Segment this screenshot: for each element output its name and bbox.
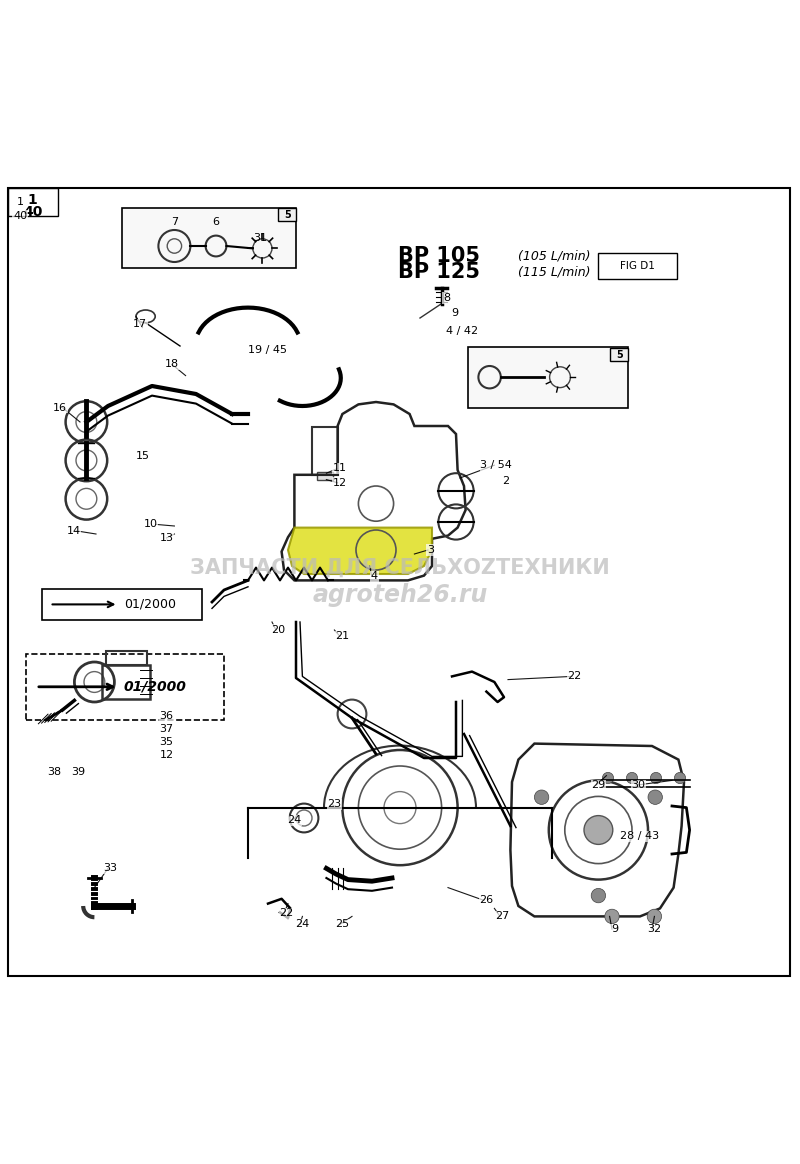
Text: 13: 13 [159, 533, 174, 542]
Bar [278, 207, 296, 221]
Text: 9: 9 [451, 308, 458, 318]
Text: 40: 40 [13, 211, 27, 221]
Text: 21: 21 [335, 631, 350, 641]
Text: 36: 36 [159, 711, 174, 722]
Text: 22: 22 [567, 672, 582, 681]
Bar [312, 427, 338, 475]
Text: 4: 4 [371, 572, 378, 581]
Text: 4 / 42: 4 / 42 [446, 326, 478, 335]
Bar [102, 665, 150, 698]
Text: 24: 24 [295, 920, 310, 929]
Bar [122, 208, 296, 268]
Circle shape [534, 790, 549, 804]
Circle shape [605, 909, 619, 923]
Text: 6: 6 [213, 217, 219, 227]
Text: BP 125: BP 125 [398, 262, 480, 283]
Text: 16: 16 [53, 403, 67, 412]
Text: 31: 31 [253, 233, 267, 243]
Text: 19 / 45: 19 / 45 [249, 345, 287, 355]
Circle shape [648, 790, 662, 804]
Text: 5: 5 [616, 350, 622, 360]
Text: 37: 37 [159, 724, 174, 734]
Text: 26: 26 [479, 895, 494, 906]
Circle shape [650, 773, 662, 783]
Text: 20: 20 [271, 625, 286, 636]
Text: 7: 7 [171, 217, 178, 227]
Text: 9: 9 [611, 924, 618, 935]
Text: 18: 18 [165, 360, 179, 369]
Circle shape [584, 816, 613, 844]
Circle shape [626, 773, 638, 783]
Text: (105 L/min): (105 L/min) [518, 250, 591, 263]
Text: 39: 39 [71, 767, 86, 778]
Text: 17: 17 [133, 319, 147, 329]
Circle shape [647, 909, 662, 923]
Text: 5: 5 [284, 210, 290, 220]
Text: 25: 25 [335, 920, 350, 929]
Bar [8, 189, 58, 215]
Text: FIG D1: FIG D1 [620, 261, 655, 271]
Text: 32: 32 [647, 924, 662, 935]
Text: 12: 12 [159, 750, 174, 760]
Bar [468, 347, 628, 407]
Bar [317, 471, 333, 480]
Text: 27: 27 [495, 911, 510, 922]
Text: 01/2000: 01/2000 [124, 598, 176, 611]
Text: (115 L/min): (115 L/min) [518, 265, 591, 279]
Text: 28 / 43: 28 / 43 [621, 831, 659, 842]
Text: 2: 2 [502, 476, 509, 487]
Text: BP 105: BP 105 [398, 247, 480, 267]
Text: 1: 1 [17, 197, 23, 207]
Text: agroteh26.ru: agroteh26.ru [312, 583, 488, 606]
Bar [26, 654, 224, 719]
Text: 23: 23 [327, 800, 342, 809]
Text: ЗАПЧАСТИ ДЛЯ СЕЛЬХОΖТЕХНИКИ: ЗАПЧАСТИ ДЛЯ СЕЛЬХОΖТЕХНИКИ [190, 558, 610, 577]
Text: 10: 10 [143, 519, 158, 530]
Circle shape [674, 773, 686, 783]
Text: 29: 29 [591, 780, 606, 790]
Text: 3: 3 [427, 545, 434, 555]
Text: 22: 22 [279, 908, 294, 918]
Bar [106, 651, 147, 665]
Text: 11: 11 [333, 463, 347, 474]
Text: 15: 15 [135, 450, 150, 461]
Text: 01/2000: 01/2000 [124, 680, 187, 694]
Bar [42, 589, 202, 619]
Circle shape [602, 773, 614, 783]
Text: 3 / 54: 3 / 54 [480, 460, 512, 470]
Text: 12: 12 [333, 477, 347, 488]
Text: 38: 38 [47, 767, 62, 778]
Text: 40: 40 [23, 205, 42, 219]
Text: 35: 35 [159, 737, 174, 747]
Bar [610, 348, 628, 361]
Text: 14: 14 [66, 526, 81, 535]
Text: 33: 33 [103, 864, 118, 873]
Text: 1: 1 [28, 192, 38, 206]
Circle shape [591, 888, 606, 903]
Text: 24: 24 [287, 816, 302, 825]
Text: 30: 30 [631, 780, 646, 790]
Bar [598, 254, 677, 279]
Text: 8: 8 [443, 293, 450, 303]
Polygon shape [288, 527, 432, 574]
